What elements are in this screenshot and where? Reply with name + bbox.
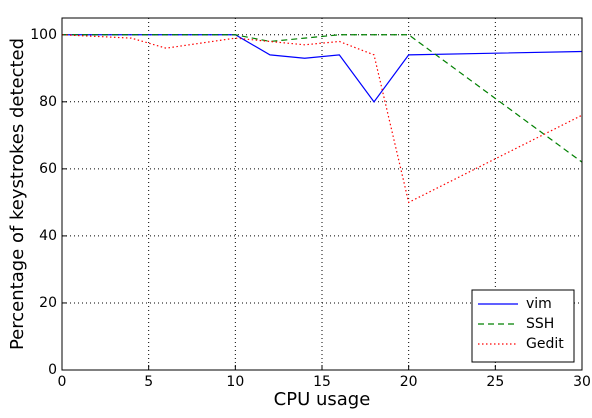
y-tick-label: 60	[39, 161, 57, 177]
plot-frame	[61, 17, 583, 371]
x-tick-label: 0	[58, 374, 67, 390]
x-axis-label: CPU usage	[274, 389, 371, 410]
legend-label: Gedit	[526, 336, 564, 352]
y-tick-label: 80	[39, 94, 57, 110]
y-tick-label: 20	[39, 295, 57, 311]
y-tick-label: 0	[48, 362, 57, 378]
x-tick-label: 25	[486, 374, 504, 390]
x-tick-label: 5	[144, 374, 153, 390]
series-line	[61, 34, 583, 204]
legend-box	[471, 289, 575, 363]
y-axis-label: Percentage of keystrokes detected	[7, 38, 28, 350]
legend-label: SSH	[526, 316, 554, 332]
series-line	[62, 34, 583, 103]
y-tick-label: 40	[39, 228, 57, 244]
x-tick-label: 15	[313, 374, 331, 390]
legend-label: vim	[526, 296, 552, 312]
y-tick-label: 100	[30, 27, 57, 43]
x-tick-label: 30	[573, 374, 591, 390]
x-tick-label: 20	[400, 374, 418, 390]
x-tick-label: 10	[226, 374, 244, 390]
